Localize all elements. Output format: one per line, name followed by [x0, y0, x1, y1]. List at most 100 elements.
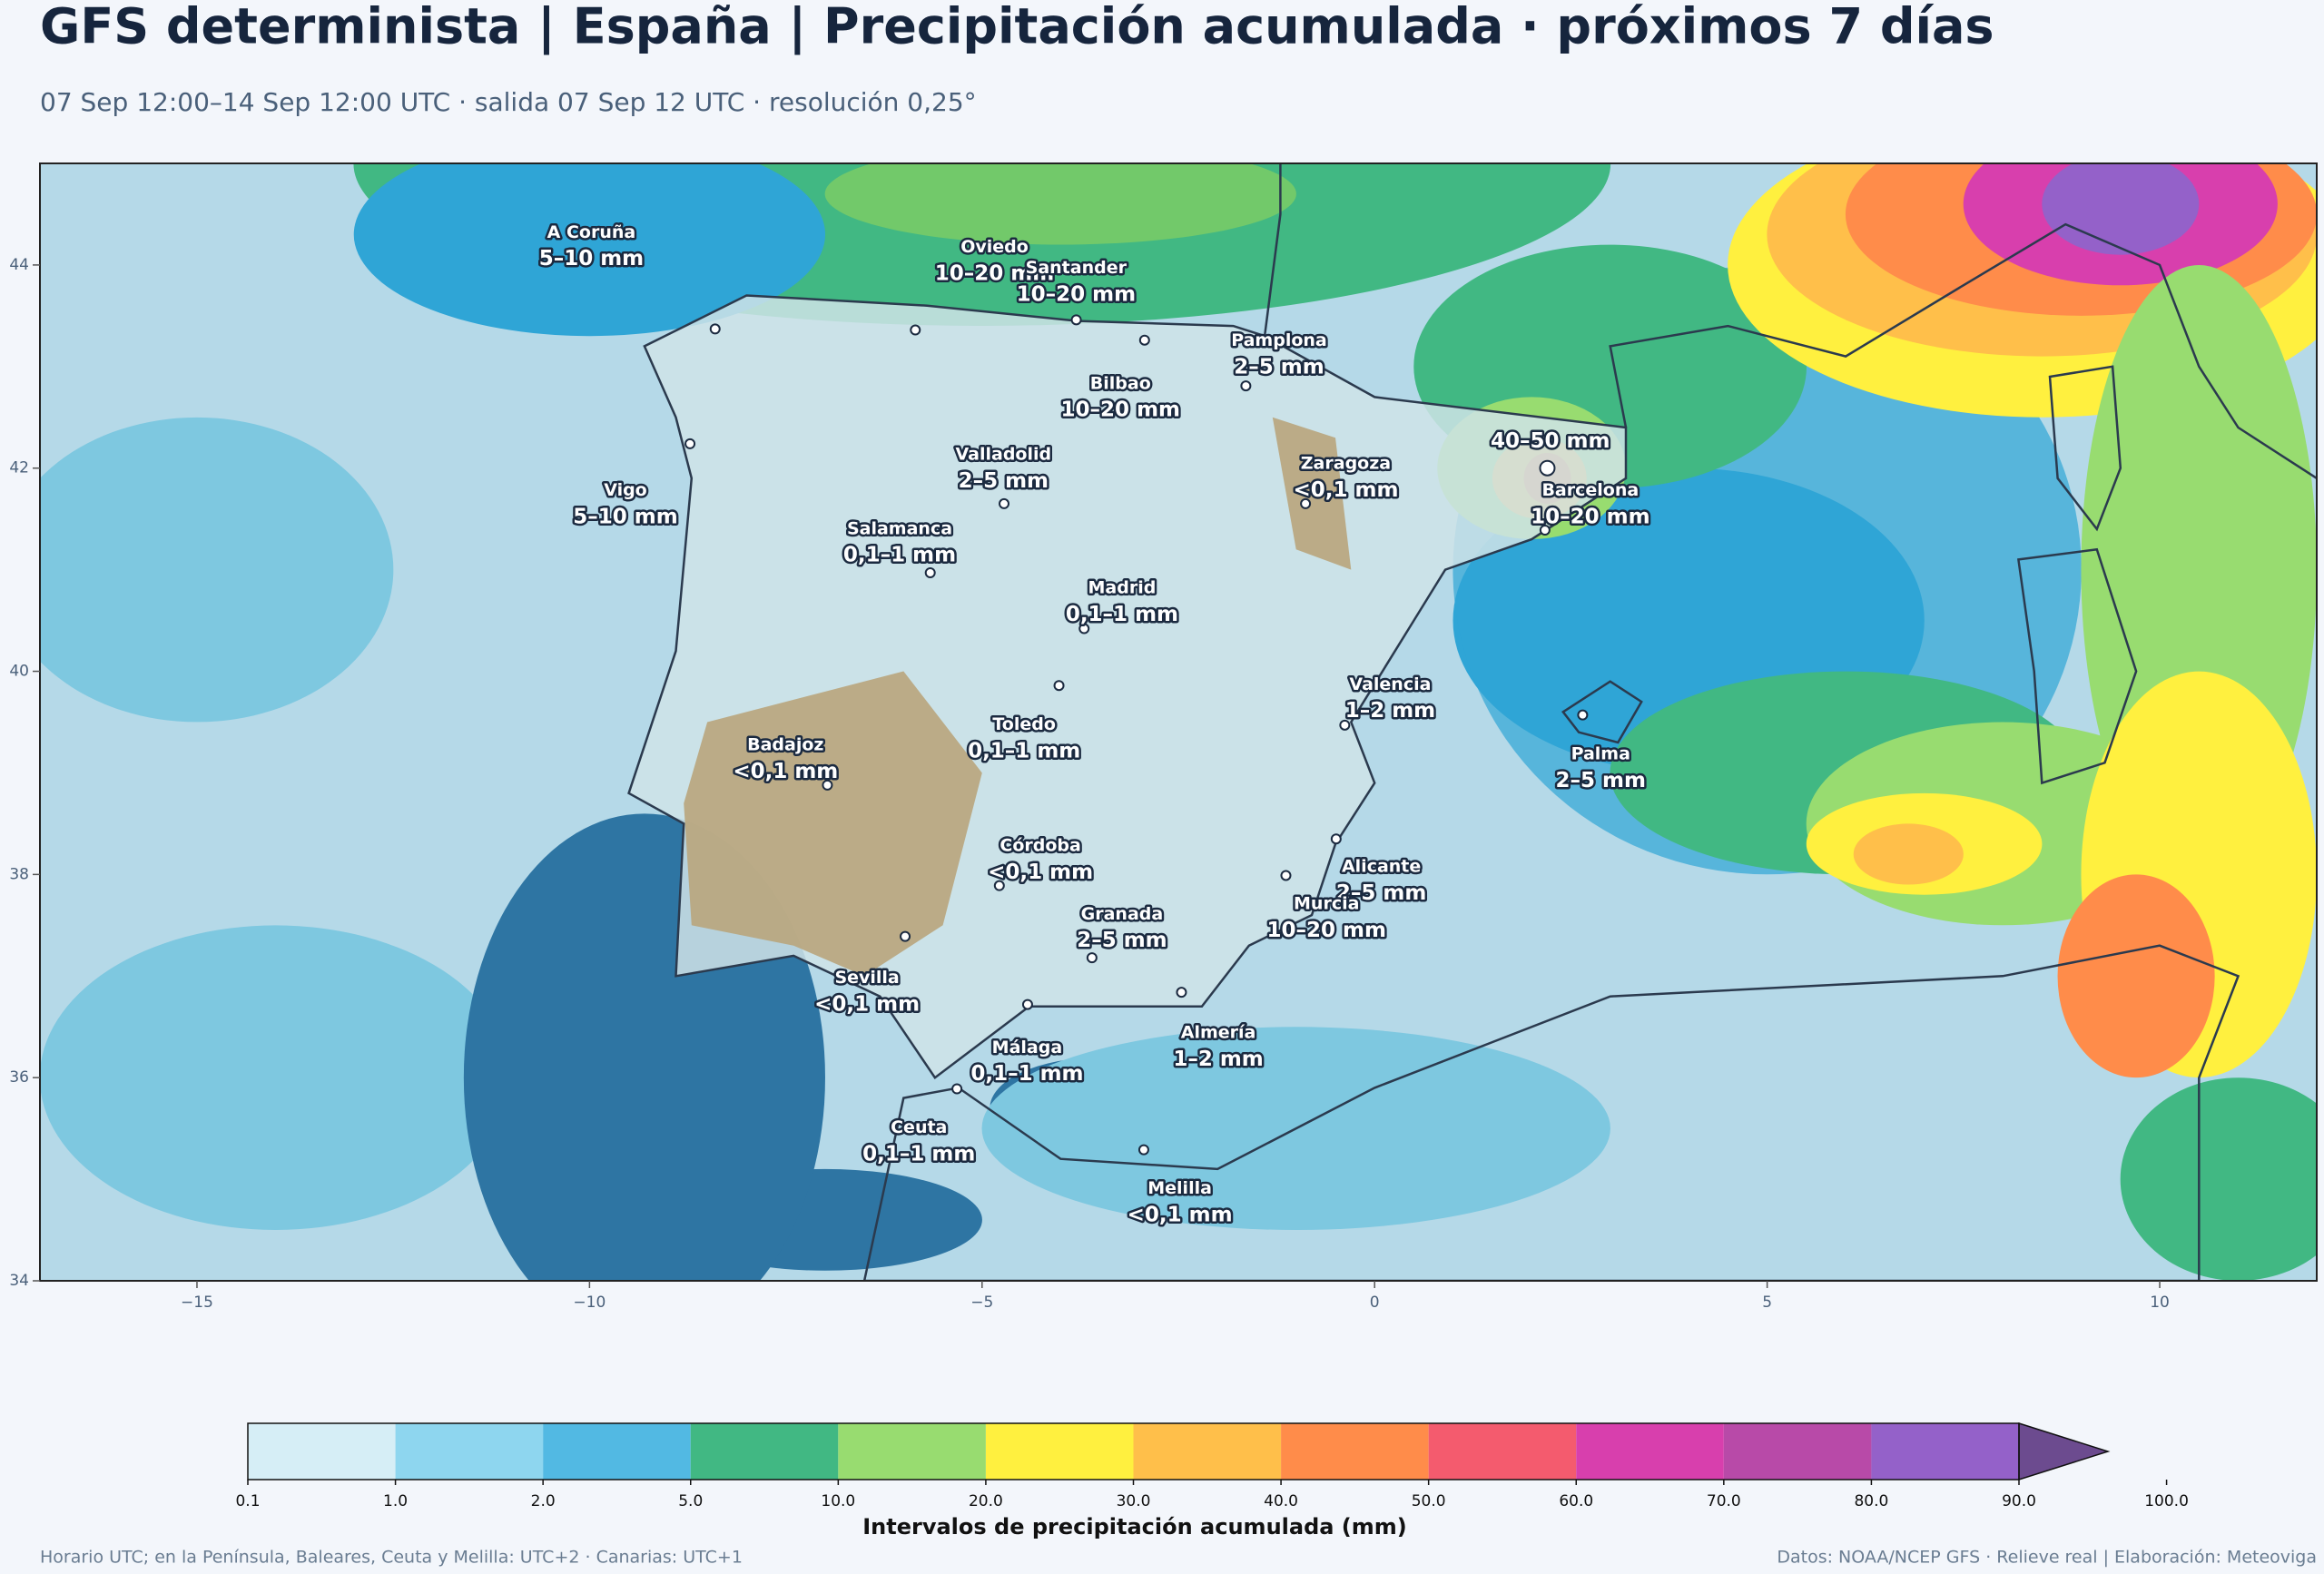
- x-tick-label: 5: [1762, 1294, 1772, 1312]
- city-value: <0,1 mm: [814, 992, 920, 1016]
- city-name: Barcelona: [1541, 480, 1639, 500]
- city-name: Salamanca: [847, 518, 952, 538]
- city-value: 10–20 mm: [1061, 398, 1180, 422]
- x-tick-label: 10: [2150, 1294, 2170, 1312]
- city-dot: [1280, 870, 1292, 881]
- city-name: Toledo: [992, 714, 1056, 734]
- city-value: 10–20 mm: [935, 262, 1054, 286]
- dry-area: [684, 671, 982, 977]
- city-name: Málaga: [992, 1038, 1062, 1058]
- footer-right: Datos: NOAA/NCEP GFS · Relieve real | El…: [1777, 1548, 2317, 1568]
- colorbar-extend: [2018, 1422, 2111, 1481]
- colorbar-tick-label: 40.0: [1264, 1492, 1298, 1510]
- colorbar-tick-label: 30.0: [1117, 1492, 1151, 1510]
- city-value: 2–5 mm: [1336, 881, 1426, 905]
- colorbar-swatch: [838, 1423, 986, 1480]
- city-value: 5–10 mm: [539, 247, 644, 271]
- colorbar-swatch: [543, 1423, 691, 1480]
- city-dot: [900, 930, 911, 942]
- city-dot: [1539, 459, 1556, 477]
- city-dot: [1176, 987, 1187, 999]
- city-name: Zaragoza: [1301, 454, 1391, 474]
- y-tick-label: 44: [9, 256, 29, 274]
- city-name: Madrid: [1088, 578, 1157, 598]
- colorbar-label: Intervalos de precipitación acumulada (m…: [862, 1514, 1407, 1540]
- colorbar-tick-label: 80.0: [1854, 1492, 1888, 1510]
- colorbar-tick-label: 20.0: [969, 1492, 1003, 1510]
- precip-area: [40, 417, 394, 723]
- x-tick-label: −10: [573, 1294, 606, 1312]
- city-dot: [951, 1083, 963, 1095]
- city-dot: [1138, 334, 1150, 346]
- footer-left: Horario UTC; en la Península, Baleares, …: [40, 1548, 743, 1568]
- city-name: Santander: [1026, 258, 1128, 278]
- colorbar-swatch: [690, 1423, 839, 1480]
- city-name: Sevilla: [834, 968, 899, 988]
- city-value: <0,1 mm: [733, 760, 838, 783]
- city-value: 1–2 mm: [1173, 1048, 1263, 1071]
- city-value: 40–50 mm: [1491, 429, 1610, 453]
- city-dot: [1577, 709, 1589, 721]
- colorbar-swatch: [1871, 1423, 2019, 1480]
- city-dot: [910, 324, 921, 336]
- city-name: Almería: [1181, 1022, 1256, 1042]
- dry-area: [1272, 417, 1352, 570]
- colorbar-swatch: [395, 1423, 544, 1480]
- city-name: Ceuta: [891, 1117, 947, 1137]
- city-value: <0,1 mm: [1293, 478, 1398, 502]
- city-name: Granada: [1081, 904, 1164, 924]
- city-name: Palma: [1571, 744, 1630, 764]
- y-tick-label: 34: [9, 1272, 29, 1290]
- city-dot: [709, 323, 721, 335]
- city-dot: [1021, 999, 1033, 1010]
- colorbar-swatch: [1133, 1423, 1282, 1480]
- city-name: Vigo: [604, 480, 647, 500]
- y-tick-label: 38: [9, 865, 29, 883]
- colorbar-tick-label: 90.0: [2002, 1492, 2036, 1510]
- city-value: 2–5 mm: [1077, 929, 1167, 952]
- city-dot: [1086, 952, 1098, 964]
- city-value: 5–10 mm: [573, 505, 677, 528]
- city-dot: [1539, 524, 1551, 536]
- coast-france: [1609, 222, 2317, 479]
- colorbar-tick-label: 0.1: [235, 1492, 260, 1510]
- city-value: 10–20 mm: [1531, 505, 1649, 528]
- city-value: 2–5 mm: [1234, 355, 1324, 379]
- coast-france: [1263, 163, 1282, 337]
- city-value: 0,1–1 mm: [968, 739, 1080, 762]
- colorbar-swatch: [1281, 1423, 1429, 1480]
- precip-area: [2120, 1077, 2317, 1281]
- city-dot: [924, 566, 936, 578]
- colorbar-tick-label: 50.0: [1412, 1492, 1446, 1510]
- precip-area: [1853, 823, 1964, 885]
- colorbar-tick-label: 100.0: [2144, 1492, 2189, 1510]
- subtitle: 07 Sep 12:00–14 Sep 12:00 UTC · salida 0…: [40, 87, 977, 117]
- x-tick-label: −5: [970, 1294, 993, 1312]
- colorbar-tick-label: 70.0: [1707, 1492, 1741, 1510]
- city-value: 2–5 mm: [959, 469, 1049, 493]
- city-value: <0,1 mm: [1128, 1203, 1233, 1226]
- city-dot: [822, 779, 833, 791]
- city-name: Badajoz: [747, 735, 823, 755]
- island: [2048, 365, 2122, 532]
- city-name: Valencia: [1349, 674, 1431, 694]
- city-value: 1–2 mm: [1345, 699, 1435, 723]
- city-name: Melilla: [1147, 1178, 1212, 1198]
- city-value: 0,1–1 mm: [1066, 603, 1178, 626]
- city-dot: [1330, 833, 1342, 845]
- map-frame: [39, 162, 2318, 1282]
- precip-area: [2042, 163, 2200, 255]
- colorbar-swatch: [248, 1423, 396, 1480]
- city-value: 0,1–1 mm: [862, 1142, 975, 1166]
- city-name: Alicante: [1342, 857, 1421, 877]
- colorbar-swatch: [1576, 1423, 1724, 1480]
- city-name: Bilbao: [1090, 373, 1151, 393]
- title: GFS determinista | España | Precipitació…: [40, 0, 1994, 55]
- city-dot: [1240, 380, 1252, 392]
- city-value: 10–20 mm: [1266, 919, 1385, 942]
- precip-area: [353, 163, 825, 337]
- colorbar-tick-label: 2.0: [531, 1492, 556, 1510]
